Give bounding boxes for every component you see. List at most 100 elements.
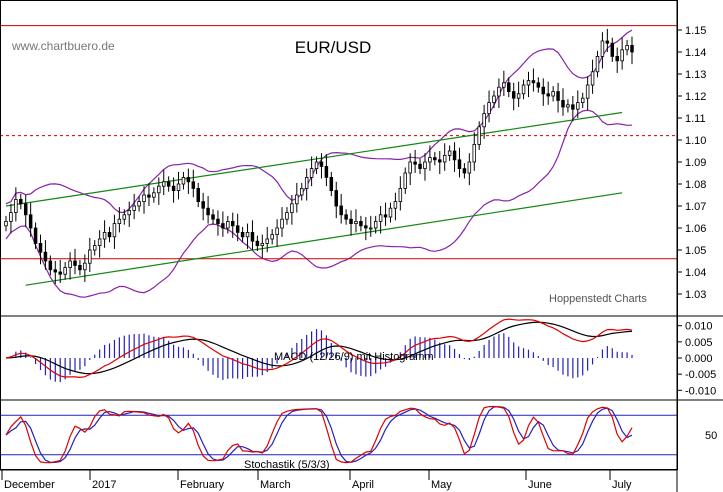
candle-body bbox=[147, 194, 151, 198]
candle-body bbox=[319, 161, 324, 167]
candle-body bbox=[383, 214, 388, 218]
x-tick-label: December bbox=[4, 479, 55, 491]
candle-body bbox=[585, 84, 590, 99]
x-tick-label: May bbox=[431, 479, 452, 491]
candle-body bbox=[457, 159, 462, 170]
candle-body bbox=[447, 150, 452, 156]
price-tick-label: 1.14 bbox=[685, 47, 706, 59]
candle-body bbox=[240, 231, 245, 238]
chart-title: EUR/USD bbox=[295, 38, 372, 57]
candle-body bbox=[423, 161, 427, 169]
candle-body bbox=[600, 40, 605, 57]
candle-body bbox=[576, 102, 580, 110]
candle-body bbox=[354, 220, 358, 224]
candle-body bbox=[270, 234, 274, 240]
candle-body bbox=[438, 159, 442, 163]
price-panel bbox=[0, 25, 677, 298]
candle-body bbox=[526, 80, 531, 86]
candle-body bbox=[221, 223, 225, 229]
macd-panel bbox=[5, 318, 633, 383]
candle-body bbox=[314, 161, 319, 169]
candle-body bbox=[349, 218, 353, 224]
x-tick-label: June bbox=[528, 479, 552, 491]
price-tick-label: 1.07 bbox=[685, 201, 706, 213]
candle-body bbox=[14, 198, 18, 213]
candle-body bbox=[216, 218, 220, 224]
candle-body bbox=[521, 84, 526, 95]
stochastic-tick-label: 50 bbox=[705, 430, 717, 442]
candle-body bbox=[230, 220, 235, 227]
candle-body bbox=[53, 269, 58, 273]
candle-body bbox=[452, 150, 457, 161]
candle-body bbox=[157, 185, 161, 194]
x-tick-label: February bbox=[180, 479, 225, 491]
candle-body bbox=[388, 207, 393, 218]
macd-label: MACD (12/26/9) mit Histogramm bbox=[274, 351, 434, 363]
candle-body bbox=[122, 214, 127, 220]
price-tick-label: 1.06 bbox=[685, 223, 706, 235]
candle-body bbox=[211, 214, 215, 220]
candle-body bbox=[605, 40, 610, 44]
candle-body bbox=[226, 220, 230, 229]
price-tick-label: 1.05 bbox=[685, 245, 706, 257]
candle-body bbox=[324, 165, 329, 178]
candle-body bbox=[38, 242, 43, 253]
candle-body bbox=[28, 214, 33, 229]
macd-tick-label: 0.000 bbox=[685, 353, 713, 365]
candle-body bbox=[309, 168, 314, 178]
candle-body bbox=[502, 82, 506, 88]
candle-body bbox=[477, 126, 481, 145]
candle-body bbox=[561, 100, 565, 108]
source-watermark: www.chartbuero.de bbox=[11, 39, 115, 53]
macd-line bbox=[5, 318, 633, 379]
candle-body bbox=[152, 192, 156, 198]
x-tick-label: April bbox=[352, 479, 374, 491]
candle-body bbox=[507, 82, 511, 93]
candle-body bbox=[492, 95, 496, 103]
candle-body bbox=[487, 102, 491, 114]
candle-body bbox=[595, 56, 600, 73]
candle-body bbox=[359, 220, 363, 227]
candle-body bbox=[92, 245, 97, 251]
candle-body bbox=[127, 209, 131, 216]
candle-body bbox=[186, 176, 191, 183]
candle-body bbox=[63, 267, 67, 275]
candle-body bbox=[511, 91, 516, 99]
candle-body bbox=[235, 225, 240, 233]
candle-body bbox=[132, 205, 136, 211]
candle-body bbox=[541, 86, 546, 95]
candle-body bbox=[58, 271, 62, 275]
price-tick-label: 1.15 bbox=[685, 25, 706, 37]
candle-body bbox=[48, 260, 53, 271]
candle-body bbox=[275, 227, 279, 235]
plot-frame bbox=[0, 0, 678, 470]
stochastic-k-line bbox=[5, 405, 633, 464]
macd-tick-label: 0.005 bbox=[685, 337, 713, 349]
candle-body bbox=[295, 194, 299, 205]
candle-body bbox=[43, 251, 48, 262]
trend-channel-line bbox=[25, 192, 623, 286]
candle-body bbox=[369, 227, 373, 230]
candle-body bbox=[630, 45, 634, 53]
candle-body bbox=[610, 42, 615, 57]
candle-body bbox=[482, 113, 486, 128]
candle-body bbox=[9, 212, 13, 222]
candle-body bbox=[260, 242, 265, 246]
price-tick-label: 1.11 bbox=[685, 113, 706, 125]
stochastic-d-line bbox=[5, 406, 633, 463]
candle-body bbox=[206, 207, 210, 216]
candle-body bbox=[536, 82, 541, 88]
candle-body bbox=[373, 220, 378, 229]
candle-body bbox=[590, 71, 595, 86]
price-tick-label: 1.12 bbox=[685, 91, 706, 103]
candle-body bbox=[329, 176, 334, 191]
candle-body bbox=[615, 56, 619, 62]
candle-body bbox=[181, 176, 186, 185]
candle-body bbox=[68, 260, 72, 268]
candle-body bbox=[497, 86, 501, 97]
trend-channel-line bbox=[5, 111, 623, 207]
candle-body bbox=[467, 161, 472, 174]
macd-tick-label: 0.010 bbox=[685, 321, 713, 333]
candle-body bbox=[620, 49, 624, 62]
